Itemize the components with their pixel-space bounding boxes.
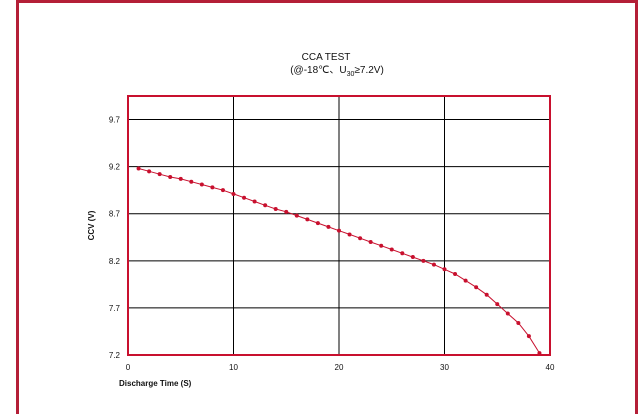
x-tick-labels: 0 10 20 30 40 [126, 363, 555, 372]
x-tick-label: 0 [126, 363, 131, 372]
data-point [505, 311, 510, 316]
y-tick-label: 9.7 [109, 116, 121, 125]
chart-subtitle: (@-18℃、U30≥7.2V) [290, 65, 384, 81]
x-tick-label: 10 [229, 363, 238, 372]
data-point [157, 172, 162, 177]
data-point [484, 292, 489, 297]
x-tick-label: 20 [335, 363, 344, 372]
data-point [358, 236, 363, 241]
data-point [526, 334, 531, 339]
data-point [442, 267, 447, 272]
data-point [252, 199, 257, 204]
y-tick-label: 8.2 [109, 257, 121, 266]
chart-title: CCA TEST [301, 52, 351, 63]
y-tick-label: 9.2 [109, 163, 121, 172]
data-point [210, 185, 215, 190]
data-point [168, 174, 173, 179]
data-point [242, 195, 247, 200]
data-point [347, 232, 352, 237]
data-point [368, 239, 373, 244]
grid [127, 96, 551, 356]
subtitle-pre: (@-18℃、U [290, 65, 347, 76]
plot-area [127, 95, 551, 356]
data-point [263, 203, 268, 208]
data-point [294, 213, 299, 218]
y-tick-labels: 7.2 7.7 8.2 8.7 9.2 9.7 [109, 116, 121, 360]
data-point [199, 182, 204, 187]
y-tick-label: 7.7 [109, 304, 121, 313]
data-points [136, 166, 542, 356]
x-tick-label: 30 [440, 363, 449, 372]
data-point [379, 243, 384, 248]
data-point [305, 217, 310, 222]
data-point [231, 191, 236, 196]
y-tick-label: 7.2 [109, 351, 121, 360]
subtitle-post: ≥7.2V) [354, 65, 384, 76]
outer-frame [16, 0, 638, 414]
data-point [495, 302, 500, 307]
y-axis-label: CCV (V) [87, 210, 96, 240]
data-point [178, 176, 183, 181]
x-tick-label: 40 [546, 363, 555, 372]
x-axis-label: Discharge Time (S) [119, 379, 192, 388]
data-point [136, 166, 141, 171]
data-point [273, 207, 278, 212]
subtitle-sub: 30 [346, 71, 355, 78]
data-point [453, 272, 458, 277]
data-point [389, 247, 394, 252]
data-point [410, 255, 415, 260]
data-point [537, 351, 542, 356]
data-point [220, 188, 225, 193]
data-point [147, 169, 152, 174]
data-point [400, 251, 405, 256]
data-point [516, 320, 521, 325]
data-point [337, 228, 341, 233]
data-point [326, 224, 331, 229]
data-point [431, 262, 436, 267]
data-point [315, 221, 320, 226]
y-tick-label: 8.7 [109, 210, 121, 219]
data-point [284, 209, 289, 214]
data-point [474, 285, 479, 290]
data-point [463, 278, 468, 283]
data-point [421, 258, 426, 263]
data-point [189, 179, 194, 184]
